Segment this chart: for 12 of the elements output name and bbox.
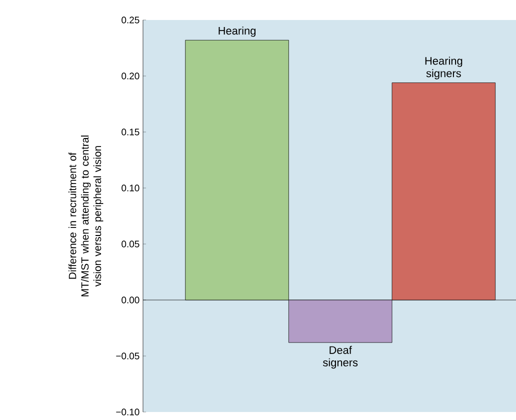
x-tick-label: Deaf signers <box>323 346 358 369</box>
y-tick-label: −0.10 <box>116 408 140 416</box>
x-tick-label: Hearing signers <box>425 56 462 80</box>
y-tick-label: 0.25 <box>122 16 140 24</box>
y-tick-label: 0.05 <box>122 240 140 248</box>
y-tick-label: 0.10 <box>122 184 140 192</box>
y-tick-label: 0.00 <box>122 296 140 304</box>
y-tick-label: 0.15 <box>122 128 140 136</box>
x-tick-label: Hearing <box>218 26 256 37</box>
y-tick-label: 0.20 <box>122 72 140 80</box>
y-axis-title: Difference in recruitment of MT/MST when attending to central vision versus peripheral vision <box>68 136 104 296</box>
y-tick-label: −0.05 <box>116 352 140 360</box>
